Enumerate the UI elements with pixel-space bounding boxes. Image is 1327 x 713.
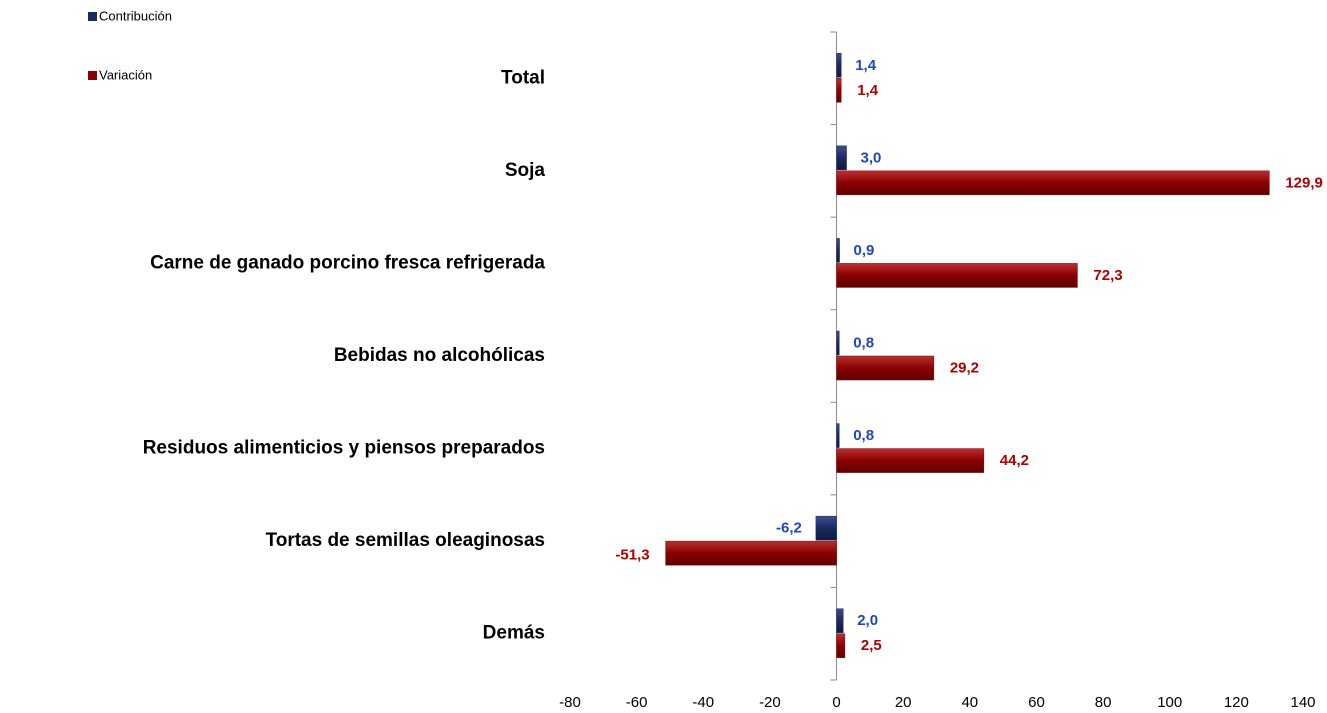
value-label: 2,0	[857, 612, 878, 629]
value-label: 129,9	[1285, 174, 1323, 191]
category-label: Carne de ganado porcino fresca refrigera…	[150, 252, 545, 273]
bar	[836, 263, 1078, 288]
bar	[836, 330, 840, 356]
legend-label: Variación	[99, 67, 152, 82]
x-tick-label: 0	[832, 694, 840, 711]
bar	[836, 170, 1270, 196]
bar	[836, 355, 935, 381]
value-label: 0,8	[853, 427, 874, 444]
value-label: 1,4	[855, 57, 877, 74]
value-label: -51,3	[615, 547, 649, 564]
bar	[836, 608, 844, 633]
value-label: 0,8	[853, 334, 874, 351]
x-tick-label: -20	[759, 694, 781, 711]
category-label: Demás	[483, 623, 545, 644]
legend-label: Contribución	[99, 8, 172, 23]
x-tick-label: 140	[1290, 694, 1315, 711]
bar	[836, 145, 847, 171]
category-label: Bebidas no alcohólicas	[334, 345, 545, 366]
value-label: 3,0	[861, 149, 882, 166]
bar	[836, 633, 846, 658]
category-label: Residuos alimenticios y piensos preparad…	[143, 438, 545, 459]
value-label: 44,2	[1000, 452, 1029, 469]
value-label: 72,3	[1093, 267, 1122, 284]
category-label: Total	[501, 67, 545, 88]
x-tick-label: 40	[961, 694, 978, 711]
bar	[815, 515, 837, 541]
bar	[836, 423, 840, 448]
value-label: 0,9	[854, 242, 875, 259]
bar	[665, 540, 837, 566]
x-tick-label: 120	[1224, 694, 1249, 711]
category-label: Soja	[505, 160, 546, 181]
value-label: 29,2	[950, 359, 979, 376]
bar	[836, 53, 842, 78]
value-label: 1,4	[857, 82, 879, 99]
bar	[836, 448, 985, 473]
value-label: -6,2	[776, 520, 802, 537]
x-tick-label: 80	[1095, 694, 1112, 711]
x-tick-label: -80	[559, 694, 581, 711]
x-tick-label: 20	[895, 694, 912, 711]
x-tick-label: -60	[626, 694, 648, 711]
value-label: 2,5	[861, 637, 882, 654]
bar	[836, 238, 840, 263]
bar	[836, 78, 842, 103]
x-tick-label: 100	[1157, 694, 1182, 711]
x-tick-label: 60	[1028, 694, 1045, 711]
legend-swatch	[88, 12, 97, 21]
legend-swatch	[88, 71, 97, 80]
x-tick-label: -40	[692, 694, 714, 711]
category-label: Tortas de semillas oleaginosas	[266, 530, 545, 551]
